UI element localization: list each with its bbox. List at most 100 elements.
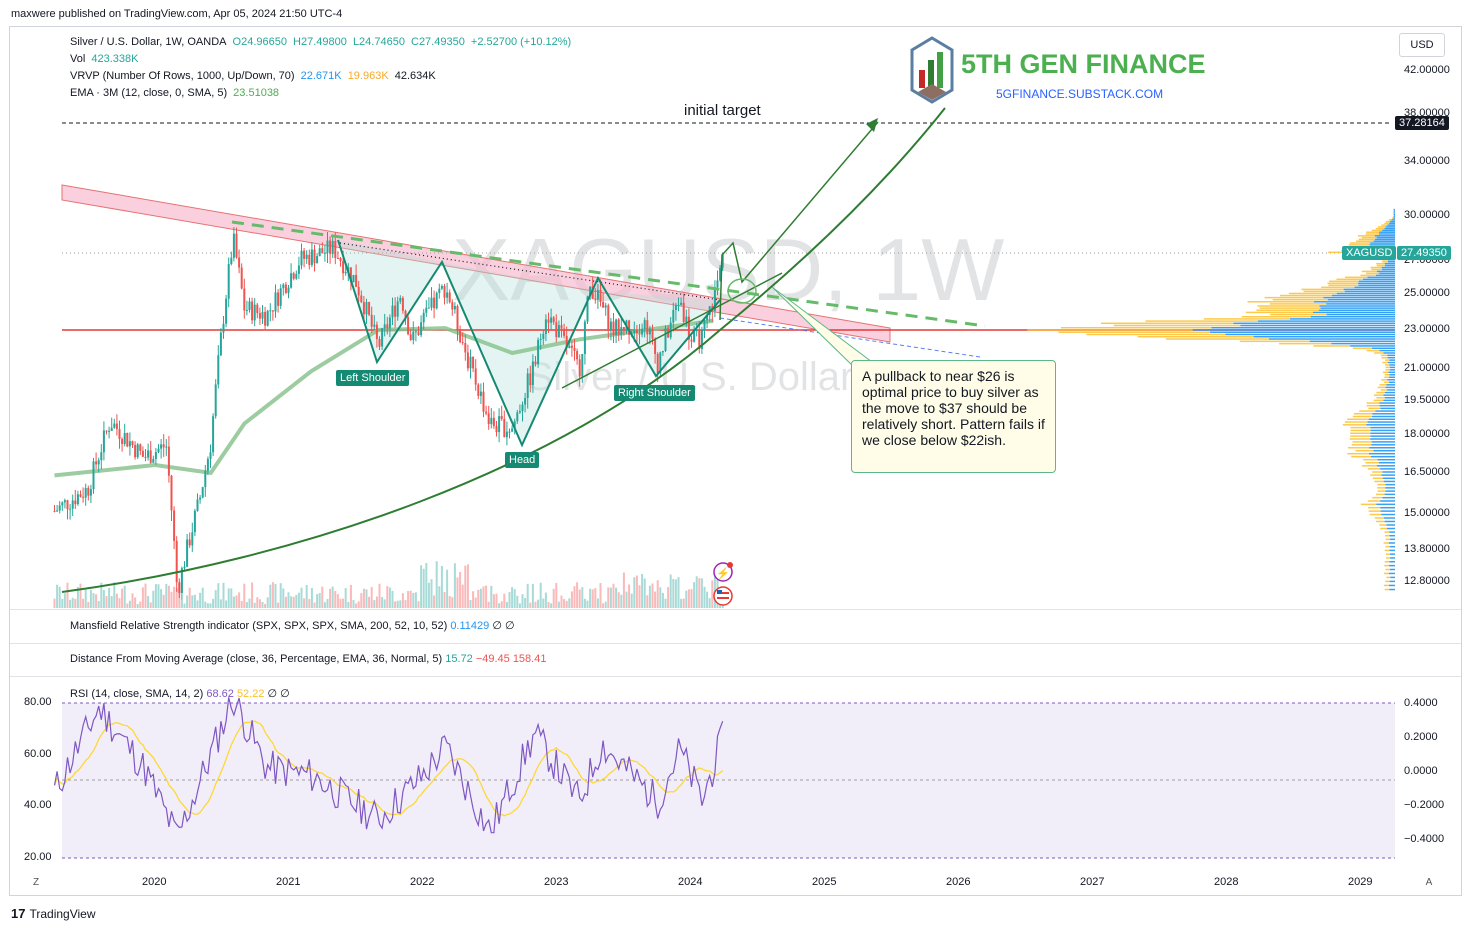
volume-bar: [139, 601, 142, 608]
candle-body: [89, 489, 92, 496]
volume-bar: [435, 561, 438, 608]
vp-up-bar: [1375, 238, 1395, 241]
volume-bar: [516, 595, 519, 608]
vp-up-bar: [1379, 272, 1395, 275]
vp-up-bar: [1320, 307, 1395, 309]
footer-brand[interactable]: 17 TradingView: [11, 906, 96, 921]
candle-body: [383, 324, 386, 329]
auto-scale-button[interactable]: A: [1425, 877, 1433, 888]
projection-arrow[interactable]: [719, 121, 879, 321]
volume-bar: [362, 588, 365, 608]
vp-up-bar: [1389, 376, 1395, 379]
volume-bar: [225, 600, 228, 608]
vp-up-bar: [1225, 333, 1395, 336]
vp-up-bar: [1390, 576, 1395, 579]
rising-trendline[interactable]: [561, 272, 783, 389]
resistance-channel[interactable]: [61, 184, 891, 343]
volume-bar: [664, 598, 667, 608]
neckline-dashed[interactable]: [231, 220, 986, 328]
ohlc-low: L24.74650: [352, 36, 405, 48]
vp-up-bar: [1386, 527, 1395, 530]
vp-down-bar: [1380, 527, 1387, 530]
candlesticks[interactable]: [53, 227, 724, 601]
rsi-legend[interactable]: RSI (14, close, SMA, 14, 2) 68.62 52.22 …: [70, 687, 290, 700]
volume-label: Vol: [70, 53, 86, 65]
candle-body: [118, 429, 121, 440]
right-shoulder-tag[interactable]: Right Shoulder: [614, 385, 695, 401]
volume-bar: [464, 565, 467, 608]
candle-body: [201, 487, 204, 498]
parabolic-trendline[interactable]: [61, 107, 946, 593]
volume-bar: [219, 599, 222, 608]
candle-body: [297, 265, 300, 274]
volume-bar: [375, 596, 378, 608]
ema-line[interactable]: [54, 318, 714, 478]
candle-body: [154, 452, 157, 459]
vp-down-bar: [1349, 438, 1371, 440]
vp-up-bar: [1369, 447, 1395, 449]
volume-bar: [487, 601, 490, 608]
candle-body: [695, 329, 698, 332]
vp-up-bar: [1393, 213, 1395, 216]
candle-body: [599, 289, 602, 302]
ema-legend[interactable]: EMA · 3M (12, close, 0, SMA, 5) 23.51038: [70, 87, 282, 99]
candle-body: [446, 292, 449, 298]
entry-circle[interactable]: [727, 278, 757, 304]
candle-body: [381, 328, 384, 347]
candle-body: [659, 352, 662, 374]
vp-up-bar: [1211, 326, 1395, 329]
callout-note[interactable]: A pullback to near $26 is optimal price …: [851, 360, 1056, 473]
volume-bar: [316, 594, 319, 608]
vp-down-bar: [1370, 266, 1382, 269]
vp-up-bar: [1383, 352, 1395, 354]
volume-bar: [628, 584, 631, 608]
vp-up-bar: [1383, 480, 1395, 483]
vp-down-bar: [1368, 510, 1381, 512]
left-shoulder-tag[interactable]: Left Shoulder: [336, 370, 410, 386]
candle-body: [391, 305, 394, 318]
rsi-line[interactable]: [53, 697, 724, 834]
volume-legend[interactable]: Vol 423.338K: [70, 53, 141, 65]
vp-down-bar: [1376, 262, 1385, 265]
volume-bar: [503, 593, 506, 608]
vp-up-bar: [1379, 349, 1395, 352]
volume-bar: [477, 589, 480, 608]
event-flash-icon[interactable]: [713, 562, 733, 582]
vp-up-bar: [1368, 418, 1395, 421]
head-tag[interactable]: Head: [505, 452, 540, 468]
candle-body: [505, 431, 508, 438]
vrvp-legend[interactable]: VRVP (Number Of Rows, 1000, Up/Down, 70)…: [70, 70, 439, 82]
pane-separator-2[interactable]: [10, 643, 1461, 644]
pane-separator-3[interactable]: [10, 676, 1461, 677]
volume-bar: [355, 603, 358, 608]
candle-body: [539, 339, 542, 341]
candle-body: [271, 310, 274, 312]
volume-bar: [115, 593, 118, 608]
volume-bar: [654, 591, 657, 608]
vp-down-bar: [1382, 261, 1389, 263]
volume-bar: [680, 598, 683, 608]
volume-bar: [557, 601, 560, 608]
candle-body: [596, 289, 599, 300]
distance-legend[interactable]: Distance From Moving Average (close, 36,…: [70, 653, 546, 665]
price-tick: 18.00000: [1404, 428, 1450, 441]
volume-bar: [368, 596, 371, 608]
year-label: 2022: [410, 876, 435, 888]
volume-bar: [589, 588, 592, 608]
volume-bar: [349, 584, 352, 608]
candle-body: [295, 273, 298, 279]
vp-down-bar: [1392, 212, 1394, 214]
volume-bar: [248, 598, 251, 608]
candle-body: [690, 339, 693, 342]
main-legend[interactable]: Silver / U.S. Dollar, 1W, OANDA O24.9665…: [70, 36, 574, 48]
pane-separator-1[interactable]: [10, 609, 1461, 610]
currency-selector[interactable]: USD: [1399, 33, 1445, 57]
mansfield-legend[interactable]: Mansfield Relative Strength indicator (S…: [70, 619, 515, 632]
volume-bar: [466, 564, 469, 608]
zoom-reset-button[interactable]: Z: [32, 877, 40, 888]
candle-body: [422, 312, 425, 323]
rsi-ma-line[interactable]: [53, 720, 724, 817]
pattern-outline[interactable]: [337, 239, 721, 448]
